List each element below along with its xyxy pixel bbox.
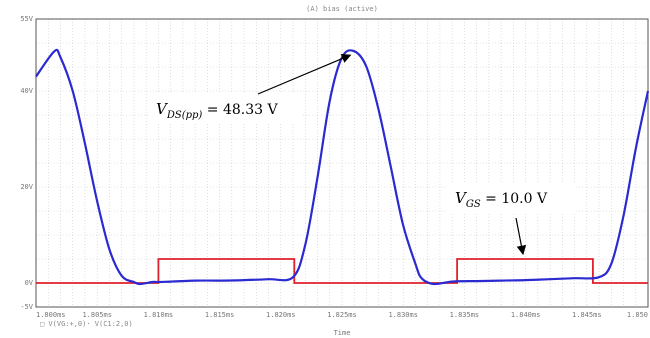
legend: □ V(VG:+,0)· V(C1:2,0): [40, 320, 133, 328]
x-tick-label: 1.825ms: [327, 311, 357, 319]
x-tick-label: 1.800ms: [36, 311, 66, 319]
annotation-box: [446, 184, 576, 214]
annotations: VDS(pp) = 48.33 V VGS = 10.0 V: [149, 53, 576, 256]
plot-frame: [35, 18, 649, 308]
annotation-vds: VDS(pp) = 48.33 V: [156, 100, 278, 121]
x-tick-label: 1.835ms: [450, 311, 480, 319]
series-line-vgs: [36, 258, 648, 284]
x-tick-label: 1.830ms: [388, 311, 418, 319]
annotation-box: [149, 92, 303, 124]
annotation-arrow: [257, 53, 352, 95]
x-tick-label: 1.810ms: [144, 311, 174, 319]
x-tick-label: 1.850: [627, 311, 648, 319]
x-tick-label: 1.840ms: [511, 311, 541, 319]
x-tick-label: 1.820ms: [266, 311, 296, 319]
series: [35, 48, 650, 286]
x-tick-label: 1.815ms: [205, 311, 235, 319]
series-line-vds: [35, 48, 650, 286]
x-axis-label: Time: [334, 329, 351, 337]
y-axis-ticks: 55V 40V 20V 0V -5V: [20, 15, 33, 311]
x-tick-label: 1.805ms: [82, 311, 112, 319]
y-tick-label: 55V: [20, 15, 33, 23]
y-tick-label: 0V: [25, 279, 34, 287]
x-axis-ticks: 1.800ms 1.805ms 1.810ms 1.815ms 1.820ms 1.825…: [36, 311, 648, 319]
chart-title: (A) bias (active): [306, 5, 378, 13]
y-tick-label: 20V: [20, 183, 33, 191]
grid: [36, 19, 648, 307]
y-tick-label: -5V: [20, 303, 33, 311]
y-tick-label: 40V: [20, 87, 33, 95]
annotation-vgs: VGS = 10.0 V: [455, 189, 548, 210]
x-tick-label: 1.845ms: [572, 311, 602, 319]
annotation-arrow: [515, 217, 527, 256]
